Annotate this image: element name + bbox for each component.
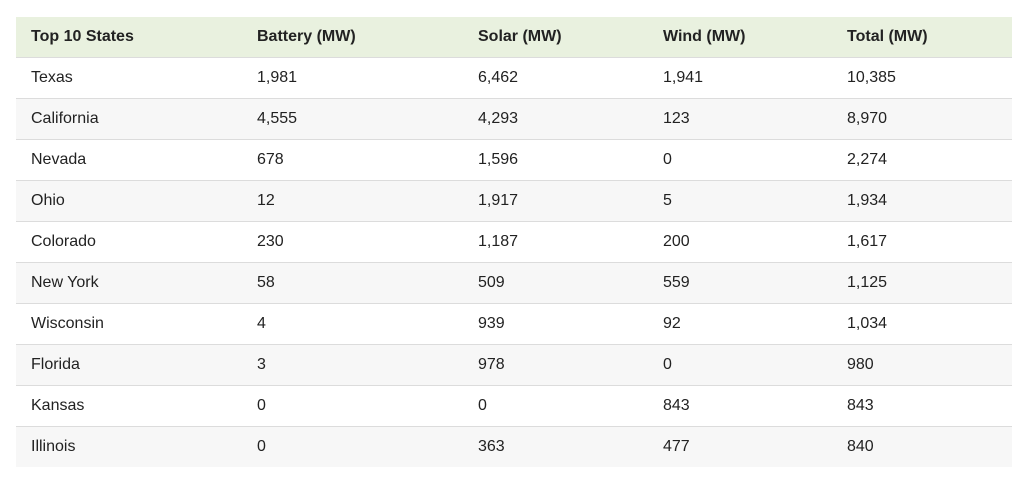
table-cell: 843 [663, 397, 690, 414]
table-cell: 509 [478, 274, 505, 291]
table-body: Texas 1,981 6,462 1,941 10,385 California 4,55… [16, 57, 1012, 467]
header-row: Top 10 States Battery (MW) Solar (MW) Wind … [16, 17, 1012, 58]
table-cell: 1,034 [847, 315, 888, 332]
table-cell: 4,555 [257, 110, 298, 127]
table-cell: 3 [257, 356, 266, 373]
table-cell: 678 [257, 151, 284, 168]
table-cell: Nevada [31, 151, 87, 168]
header-cell: Wind (MW) [663, 28, 746, 45]
table-row: Wisconsin 4 939 92 1,034 [16, 303, 1012, 345]
table-cell: 10,385 [847, 69, 896, 86]
table-row: Ohio 12 1,917 5 1,934 [16, 180, 1012, 222]
table-cell: 6,462 [478, 69, 519, 86]
table-cell: 1,617 [847, 233, 888, 250]
table-cell: 4,293 [478, 110, 519, 127]
data-table: Top 10 States Battery (MW) Solar (MW) Wind … [16, 17, 1012, 467]
table-cell: Ohio [31, 192, 65, 209]
table-row: New York 58 509 559 1,125 [16, 262, 1012, 304]
table-cell: 0 [663, 151, 672, 168]
table-row: Nevada 678 1,596 0 2,274 [16, 139, 1012, 181]
table-cell: New York [31, 274, 99, 291]
table-cell: Kansas [31, 397, 85, 414]
table-cell: 980 [847, 356, 874, 373]
table-cell: 8,970 [847, 110, 888, 127]
table-cell: 92 [663, 315, 681, 332]
table-cell: 1,934 [847, 192, 888, 209]
table-cell: Texas [31, 69, 73, 86]
table-cell: 0 [257, 438, 266, 455]
table-cell: 58 [257, 274, 275, 291]
table-cell: Colorado [31, 233, 96, 250]
table-row: California 4,555 4,293 123 8,970 [16, 98, 1012, 140]
table-cell: 2,274 [847, 151, 888, 168]
table-cell: 1,917 [478, 192, 519, 209]
table-row: Colorado 230 1,187 200 1,617 [16, 221, 1012, 263]
table-cell: 0 [478, 397, 487, 414]
table-cell: California [31, 110, 99, 127]
table-cell: 0 [257, 397, 266, 414]
table-cell: 559 [663, 274, 690, 291]
table-cell: 1,981 [257, 69, 298, 86]
table-cell: 230 [257, 233, 284, 250]
table-cell: 1,187 [478, 233, 519, 250]
table-row: Illinois 0 363 477 840 [16, 426, 1012, 467]
table-cell: 12 [257, 192, 275, 209]
table-cell: Wisconsin [31, 315, 104, 332]
table-cell: 200 [663, 233, 690, 250]
table-cell: 840 [847, 438, 874, 455]
header-cell: Top 10 States [31, 28, 134, 45]
table-cell: 0 [663, 356, 672, 373]
table-cell: 978 [478, 356, 505, 373]
table-cell: 4 [257, 315, 266, 332]
table-row: Florida 3 978 0 980 [16, 344, 1012, 386]
table-cell: 1,596 [478, 151, 519, 168]
table-cell: 939 [478, 315, 505, 332]
table-row: Texas 1,981 6,462 1,941 10,385 [16, 57, 1012, 99]
table-cell: Illinois [31, 438, 76, 455]
table-cell: 363 [478, 438, 505, 455]
table-cell: 5 [663, 192, 672, 209]
table-cell: 1,125 [847, 274, 888, 291]
table-row: Kansas 0 0 843 843 [16, 385, 1012, 427]
header-cell: Solar (MW) [478, 28, 562, 45]
header-cell: Battery (MW) [257, 28, 356, 45]
table-cell: 477 [663, 438, 690, 455]
table-header: Top 10 States Battery (MW) Solar (MW) Wind … [16, 17, 1012, 58]
table-cell: Florida [31, 356, 80, 373]
table-cell: 1,941 [663, 69, 704, 86]
header-cell: Total (MW) [847, 28, 928, 45]
table-cell: 123 [663, 110, 690, 127]
table-cell: 843 [847, 397, 874, 414]
